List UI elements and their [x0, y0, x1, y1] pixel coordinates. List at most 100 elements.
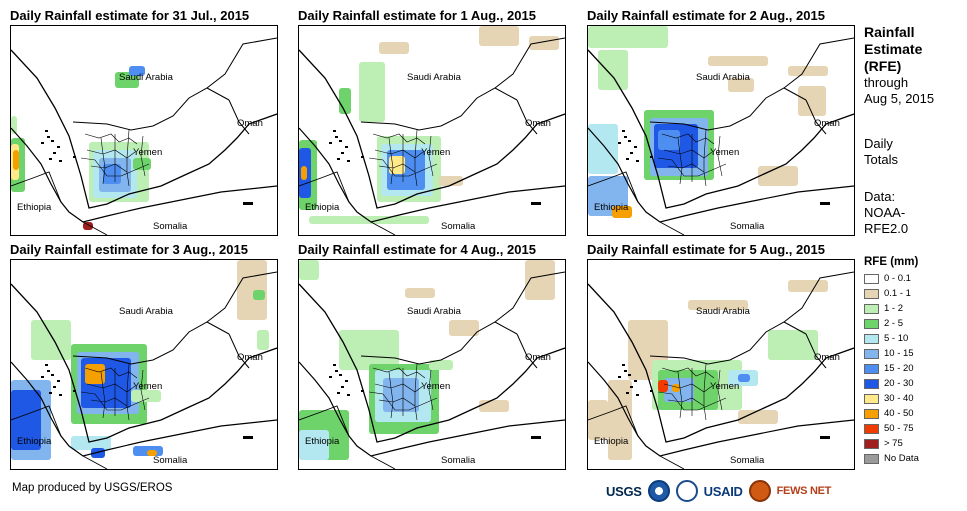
- border-line: [11, 49, 277, 209]
- rainfall-patch: [91, 448, 105, 458]
- island-marker: [57, 146, 60, 148]
- border-line: [228, 99, 250, 135]
- legend-item: 15 - 20: [864, 361, 919, 376]
- panel-title: Daily Rainfall estimate for 1 Aug., 2015: [298, 8, 536, 23]
- governorate-boundary: [388, 371, 394, 419]
- border-line: [360, 321, 518, 365]
- governorate-boundary: [378, 397, 416, 407]
- island-marker: [329, 142, 332, 144]
- rainfall-patch: [147, 450, 157, 456]
- border-line: [805, 333, 827, 369]
- country-label-ethiopia: Ethiopia: [17, 202, 52, 213]
- legend-item: 40 - 50: [864, 406, 919, 421]
- governorate-boundary: [428, 369, 434, 411]
- rainfall-patch: [257, 330, 269, 350]
- border-line: [659, 455, 685, 469]
- legend-swatch: [864, 363, 879, 374]
- country-label-saudi: Saudi Arabia: [696, 72, 751, 83]
- country-label-saudi: Saudi Arabia: [119, 72, 174, 83]
- island-marker: [636, 394, 639, 396]
- legend-label: 10 - 15: [884, 348, 914, 359]
- island-marker: [650, 390, 653, 392]
- rainfall-map: Saudi Arabia Yemen Oman Ethiopia Somalia: [587, 25, 855, 236]
- governorate-boundary: [717, 135, 723, 177]
- legend-swatch: [864, 378, 879, 389]
- country-label-somalia: Somalia: [441, 455, 476, 466]
- island-marker: [337, 392, 340, 394]
- country-label-oman: Oman: [237, 118, 263, 129]
- map-svg: Saudi Arabia Yemen Oman Ethiopia Somalia: [299, 26, 565, 235]
- rainfall-patch: [588, 124, 618, 174]
- sidebar-daily-block: Daily Totals: [864, 136, 898, 168]
- island-marker: [339, 374, 342, 376]
- legend-swatch: [864, 423, 879, 434]
- border-line: [588, 49, 854, 209]
- fews-net-logo: FEWS NET: [776, 485, 832, 497]
- rainfall-map: Saudi Arabia Yemen Oman Ethiopia Somalia: [298, 25, 566, 236]
- map-svg: Saudi Arabia Yemen Oman Ethiopia Somalia: [588, 271, 854, 469]
- country-label-ethiopia: Ethiopia: [305, 436, 340, 447]
- governorate-boundary: [378, 163, 416, 173]
- border-line: [516, 333, 538, 369]
- border-line: [11, 171, 62, 203]
- governorate-boundary: [90, 163, 128, 173]
- rainfall-patch: [339, 88, 351, 114]
- legend-label: 50 - 75: [884, 423, 914, 434]
- governorate-boundary: [90, 397, 128, 407]
- border-line: [649, 87, 807, 131]
- map-svg: Saudi Arabia Yemen Oman Ethiopia Somalia: [11, 260, 277, 469]
- rainfall-patch: [612, 206, 632, 218]
- island-marker: [73, 156, 76, 158]
- island-marker: [341, 386, 344, 388]
- border-line: [299, 171, 350, 203]
- legend-item: 0.1 - 1: [864, 286, 919, 301]
- legend-item: > 75: [864, 436, 919, 451]
- border-line: [588, 361, 854, 457]
- border-line: [206, 37, 277, 89]
- noaa-logo-icon: [647, 480, 670, 502]
- governorate-boundary: [126, 129, 130, 187]
- governorate-boundary: [677, 371, 683, 419]
- panel-title: Daily Rainfall estimate for 31 Jul., 201…: [10, 8, 250, 23]
- legend-label: 15 - 20: [884, 363, 914, 374]
- sidebar-data-src2: RFE2.0: [864, 221, 909, 236]
- country-label-yemen: Yemen: [421, 147, 450, 158]
- rainfall-patch: [598, 50, 628, 90]
- border-line: [649, 321, 807, 365]
- island-marker: [337, 158, 340, 160]
- governorate-boundary: [368, 391, 438, 411]
- island-marker: [53, 152, 56, 154]
- island-marker: [73, 390, 76, 392]
- legend-swatch: [864, 288, 879, 299]
- legend-swatch: [864, 333, 879, 344]
- rainfall-patch: [129, 66, 145, 76]
- map-svg: Saudi Arabia Yemen Oman Ethiopia Somalia: [11, 37, 277, 235]
- legend-swatch: [864, 438, 879, 449]
- border-line: [516, 99, 538, 135]
- legend-label: 20 - 30: [884, 378, 914, 389]
- legend-swatch: [864, 453, 879, 464]
- island-marker: [618, 142, 621, 144]
- governorate-boundary: [657, 157, 727, 177]
- sidebar-title-block: Rainfall Estimate (RFE) through Aug 5, 2…: [864, 24, 934, 107]
- border-line: [72, 87, 230, 131]
- island-marker: [51, 140, 54, 142]
- country-label-ethiopia: Ethiopia: [305, 202, 340, 213]
- legend-item: 0 - 0.1: [864, 271, 919, 286]
- island-marker: [636, 160, 639, 162]
- island-marker: [361, 156, 364, 158]
- legend-swatch: [864, 393, 879, 404]
- country-label-oman: Oman: [525, 352, 551, 363]
- country-label-somalia: Somalia: [441, 221, 476, 232]
- border-line: [299, 127, 565, 223]
- island-marker: [53, 386, 56, 388]
- island-marker: [59, 394, 62, 396]
- country-label-oman: Oman: [814, 118, 840, 129]
- rainfall-patch: [299, 430, 329, 460]
- governorate-boundary: [667, 397, 705, 407]
- rainfall-patch: [768, 330, 818, 360]
- rainfall-patch: [479, 400, 509, 412]
- legend-label: 0 - 0.1: [884, 273, 911, 284]
- island-marker: [626, 392, 629, 394]
- map-svg: Saudi Arabia Yemen Oman Ethiopia Somalia: [588, 26, 854, 235]
